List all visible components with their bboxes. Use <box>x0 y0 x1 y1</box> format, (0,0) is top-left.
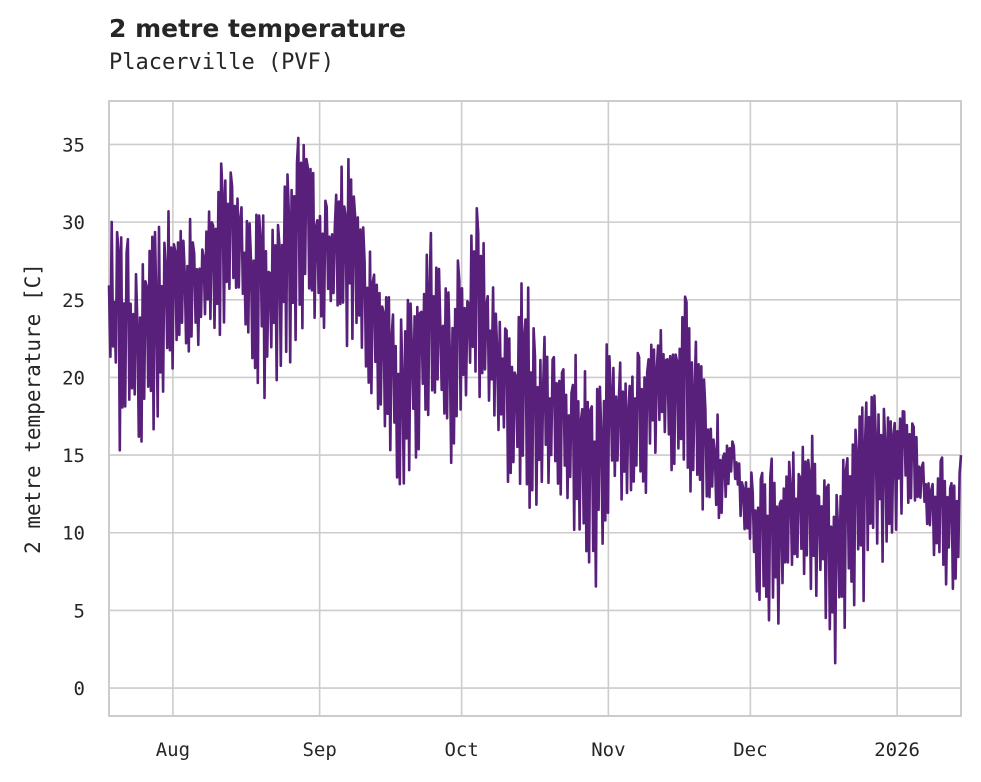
chart-subtitle: Placerville (PVF) <box>109 50 335 75</box>
x-tick-label: Nov <box>591 739 625 761</box>
x-tick-label: Dec <box>733 739 767 761</box>
x-tick-label: Oct <box>444 739 478 761</box>
plot-frame <box>108 100 962 717</box>
y-tick-label: 35 <box>62 134 85 156</box>
y-axis-label: 2 metre temperature [C] <box>21 263 45 554</box>
x-tick-label: Sep <box>302 739 336 761</box>
y-tick-label: 0 <box>74 678 85 700</box>
y-tick-label: 15 <box>62 445 85 467</box>
y-tick-label: 5 <box>74 600 85 622</box>
temperature-line <box>107 136 963 665</box>
y-tick-label: 25 <box>62 290 85 312</box>
y-tick-label: 20 <box>62 367 85 389</box>
y-tick-label: 30 <box>62 212 85 234</box>
x-axis-ticks: Aug Sep Oct Nov Dec 2026 <box>156 739 920 761</box>
y-axis-ticks: 0 5 10 15 20 25 30 35 <box>62 134 85 700</box>
y-tick-label: 10 <box>62 523 85 545</box>
x-tick-label: Aug <box>156 739 190 761</box>
chart-title: 2 metre temperature <box>109 14 407 43</box>
x-tick-label: 2026 <box>874 739 920 761</box>
